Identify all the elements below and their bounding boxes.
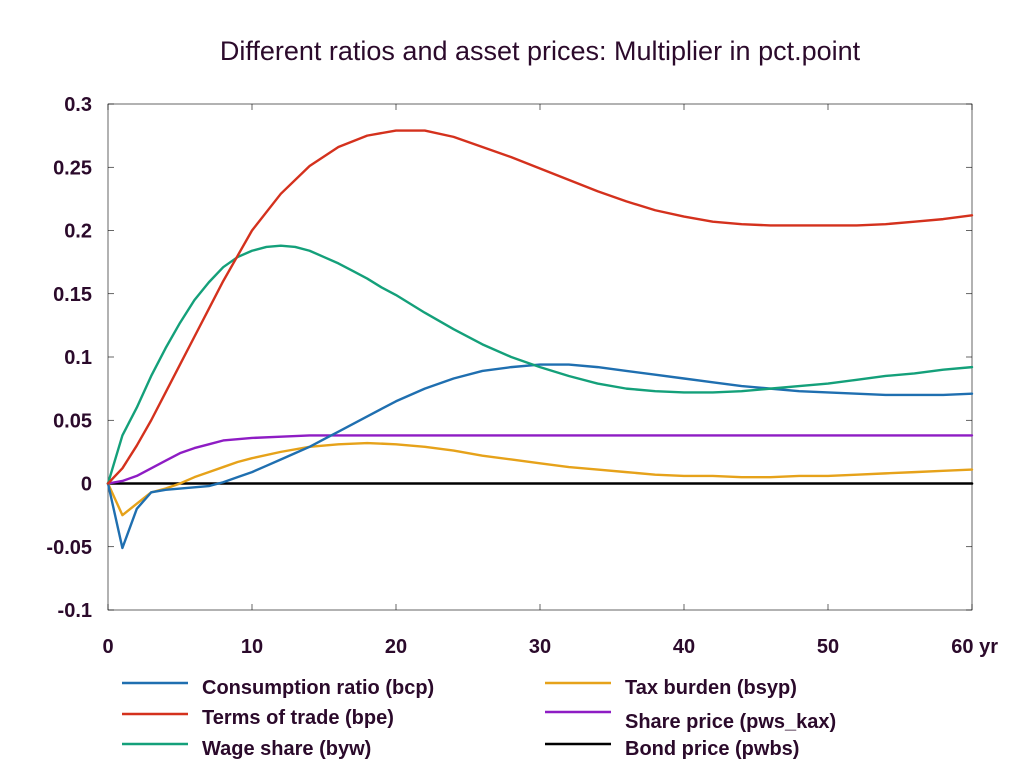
chart-title: Different ratios and asset prices: Multi… <box>220 36 861 66</box>
legend-item-consumption-ratio-bcp: Consumption ratio (bcp) <box>122 677 434 699</box>
series-line-tax-burden-bsyp <box>106 441 974 517</box>
series-lines <box>106 129 974 550</box>
legend-item-tax-burden-bsyp: Tax burden (bsyp) <box>545 677 797 699</box>
x-axis: 0 10 20 30 40 50 60 yr <box>102 104 998 658</box>
x-tick-label: 50 <box>817 636 839 658</box>
y-tick-label: 0.3 <box>64 94 92 116</box>
series-line-share-price-pws-kax <box>106 434 974 485</box>
legend-label: Consumption ratio (bcp) <box>202 677 434 699</box>
y-tick-label: 0.25 <box>53 157 92 179</box>
series-line-consumption-ratio-bcp <box>106 363 974 550</box>
x-tick-label: 60 yr <box>951 636 998 658</box>
y-tick-label: 0 <box>81 474 92 496</box>
y-tick-label: 0.15 <box>53 284 92 306</box>
legend-label: Wage share (byw) <box>202 738 371 760</box>
legend-item-share-price-pws-kax: Share price (pws_kax) <box>545 710 836 733</box>
series-line-wage-share-byw <box>106 244 974 485</box>
legend-item-wage-share-byw: Wage share (byw) <box>122 738 371 760</box>
legend: Consumption ratio (bcp) Terms of trade (b… <box>122 677 836 760</box>
legend-label: Share price (pws_kax) <box>625 711 836 733</box>
x-tick-label: 10 <box>241 636 263 658</box>
legend-label: Tax burden (bsyp) <box>625 677 797 699</box>
y-axis: 0.3 0.25 0.2 0.15 0.1 0.05 0 -0.05 -0.1 <box>46 94 972 622</box>
x-tick-label: 30 <box>529 636 551 658</box>
y-tick-label: -0.05 <box>46 537 92 559</box>
y-tick-label: -0.1 <box>58 600 92 622</box>
series-line-terms-of-trade-bpe <box>106 129 974 485</box>
x-tick-label: 20 <box>385 636 407 658</box>
y-tick-label: 0.2 <box>64 221 92 243</box>
legend-label: Bond price (pwbs) <box>625 738 799 760</box>
y-tick-label: 0.05 <box>53 410 92 432</box>
legend-item-bond-price-pwbs: Bond price (pwbs) <box>545 738 799 760</box>
legend-label: Terms of trade (bpe) <box>202 707 394 729</box>
y-tick-label: 0.1 <box>64 347 92 369</box>
plot-area-frame <box>107 103 973 611</box>
x-tick-label: 0 <box>102 636 113 658</box>
x-tick-label: 40 <box>673 636 695 658</box>
legend-item-terms-of-trade-bpe: Terms of trade (bpe) <box>122 707 394 729</box>
